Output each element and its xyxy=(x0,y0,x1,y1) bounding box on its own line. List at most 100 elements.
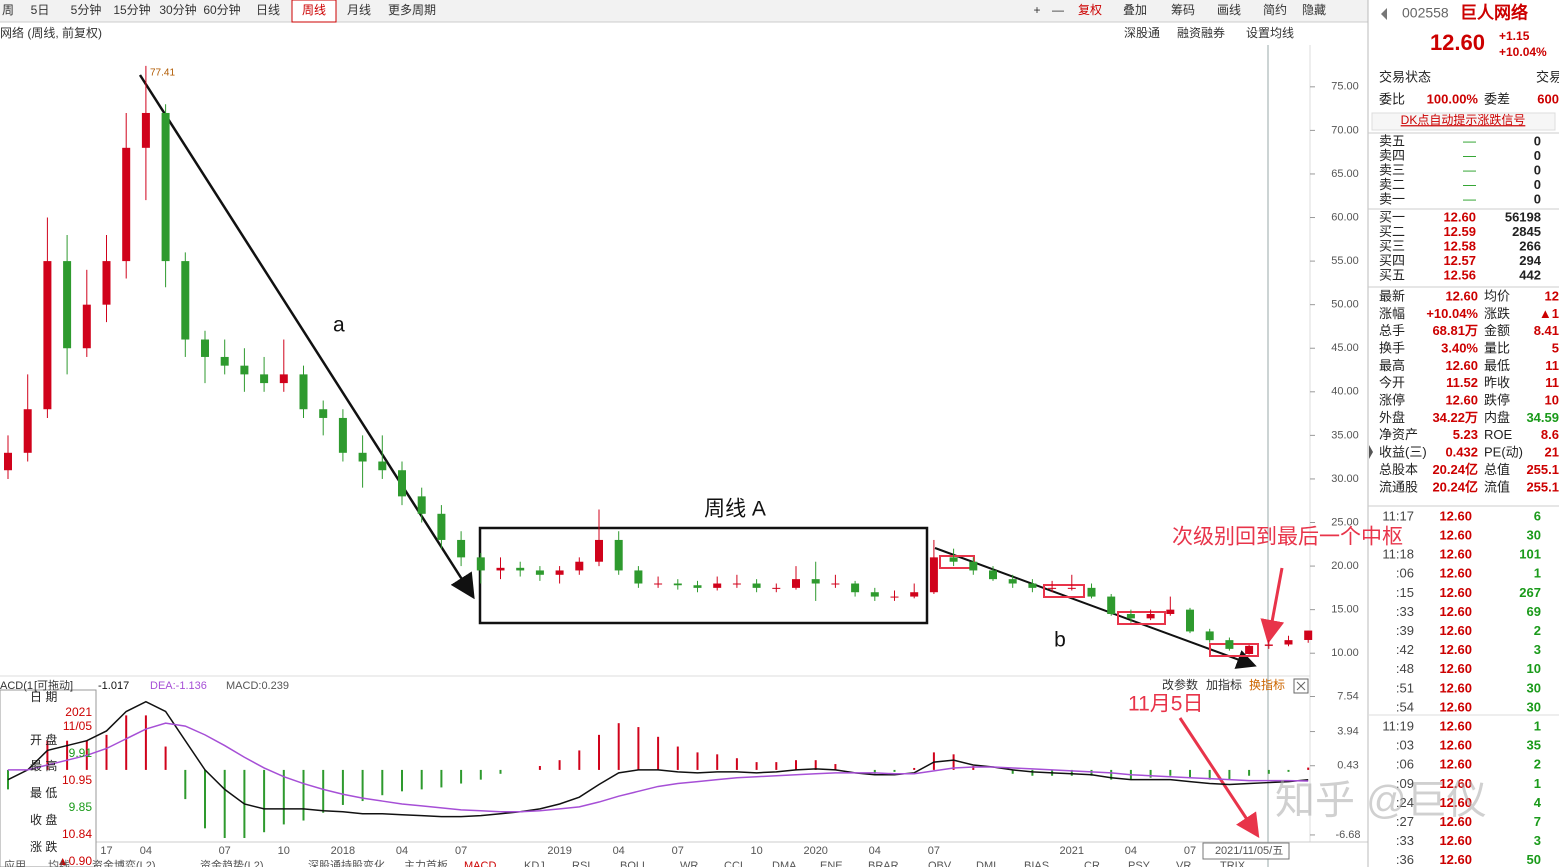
macd-y-tick-label: -6.68 xyxy=(1335,829,1360,841)
stat-value: 34.59 xyxy=(1526,410,1559,425)
toolbar-tab[interactable]: 更多周期 xyxy=(388,3,436,17)
trade-price: 12.60 xyxy=(1439,661,1472,676)
book-volume: 442 xyxy=(1519,267,1541,282)
y-tick-label: 35.00 xyxy=(1331,429,1359,441)
back-icon[interactable] xyxy=(1381,8,1387,20)
bottom-tab[interactable]: WR xyxy=(680,860,698,867)
chart-link[interactable]: 融资融券 xyxy=(1177,25,1225,40)
bottom-tab[interactable]: 应用 xyxy=(4,858,26,867)
toolbar-tab[interactable]: 5日 xyxy=(31,3,50,17)
book-price: 12.57 xyxy=(1443,253,1476,268)
toolbar-tab[interactable]: 周 xyxy=(2,3,14,17)
bottom-tab[interactable]: VR xyxy=(1176,860,1191,867)
toolbar-tab[interactable]: 周线 xyxy=(302,3,326,17)
signal-link[interactable]: DK点自动提示涨跌信号 xyxy=(1401,112,1526,127)
y-tick-label: 60.00 xyxy=(1331,211,1359,223)
bottom-tab[interactable]: OBV xyxy=(928,860,952,867)
toolbar-button[interactable]: 隐藏 xyxy=(1302,3,1326,17)
stat-value: 12.60 xyxy=(1445,393,1478,408)
stat-label: 总手 xyxy=(1379,323,1405,338)
trade-time: :24 xyxy=(1396,795,1414,810)
bottom-tab[interactable]: DMA xyxy=(772,860,797,867)
toolbar-button[interactable]: 简约 xyxy=(1263,2,1287,17)
macd-button[interactable]: 换指标 xyxy=(1249,677,1285,692)
book-label: 卖五 xyxy=(1379,133,1405,148)
trade-time: :36 xyxy=(1396,852,1414,867)
macd-button[interactable]: 改参数 xyxy=(1162,677,1198,692)
book-volume: 56198 xyxy=(1505,209,1541,224)
chart-link[interactable]: 设置均线 xyxy=(1246,26,1294,40)
stat-value: 12.60 xyxy=(1445,358,1478,373)
bottom-tab[interactable]: PSY xyxy=(1128,860,1151,867)
candle-body xyxy=(1166,609,1175,615)
toolbar-button[interactable]: 复权 xyxy=(1078,3,1102,17)
quote-panel xyxy=(1368,0,1559,867)
x-tick-label: 04 xyxy=(869,845,881,857)
candle-body xyxy=(693,585,702,588)
bottom-tab[interactable]: CCI xyxy=(724,860,743,867)
bottom-tab[interactable]: DMI xyxy=(976,860,996,867)
stat-value: 0.432 xyxy=(1445,445,1478,460)
stat-label: 最新 xyxy=(1379,288,1405,303)
book-price: 12.59 xyxy=(1443,224,1476,239)
toolbar-tab[interactable]: 5分钟 xyxy=(71,2,102,17)
bottom-tab[interactable]: RSI xyxy=(572,860,590,867)
bottom-tab[interactable]: 均线 xyxy=(48,858,70,867)
trade-price: 12.60 xyxy=(1439,833,1472,848)
close-button[interactable] xyxy=(1293,678,1309,694)
trade-volume: 7 xyxy=(1534,814,1541,829)
candle-body xyxy=(279,374,288,384)
x-tick-label: 07 xyxy=(928,845,940,857)
trade-time: :54 xyxy=(1396,699,1414,714)
toolbar-button[interactable]: 画线 xyxy=(1217,3,1241,17)
bottom-tab[interactable]: KDJ xyxy=(524,860,545,867)
bottom-tab[interactable]: 深股通持股变化 xyxy=(308,858,385,867)
candle-body xyxy=(516,567,525,571)
candle-body xyxy=(575,561,584,571)
toolbar-tab[interactable]: 日线 xyxy=(256,3,280,17)
trade-volume: 30 xyxy=(1527,699,1541,714)
bottom-tab[interactable]: CR xyxy=(1084,860,1100,867)
stat-label: 外盘 xyxy=(1379,410,1405,425)
bottom-tab[interactable]: TRIX xyxy=(1220,860,1246,867)
toolbar-tab[interactable]: 月线 xyxy=(347,3,371,17)
stat-label: 跌停 xyxy=(1484,393,1510,408)
toolbar-tab[interactable]: 15分钟 xyxy=(113,2,150,17)
candle-body xyxy=(398,470,406,497)
trade-time: 11:18 xyxy=(1382,547,1414,562)
bottom-tab[interactable]: BRAR xyxy=(868,860,899,867)
toolbar-button[interactable]: 筹码 xyxy=(1171,3,1195,17)
bottom-tab[interactable]: BIAS xyxy=(1024,860,1049,867)
book-label: 买一 xyxy=(1379,209,1405,224)
bottom-tab[interactable]: 主力首板 xyxy=(404,858,448,867)
trade-time: :15 xyxy=(1396,585,1414,600)
tooltip-label: 收 盘 xyxy=(30,812,57,827)
pivot-box xyxy=(478,526,929,625)
pivot-mark xyxy=(1117,611,1166,625)
toolbar-button[interactable]: 叠加 xyxy=(1123,3,1147,17)
trade-time: :51 xyxy=(1396,680,1414,695)
stat-label: 换手 xyxy=(1379,340,1405,355)
toolbar-tab[interactable]: 30分钟 xyxy=(159,2,196,17)
chart-link[interactable]: 深股通 xyxy=(1124,26,1160,40)
macd-button[interactable]: 加指标 xyxy=(1206,677,1242,692)
collapse-icon[interactable] xyxy=(1369,445,1373,459)
tooltip-label: 最 高 xyxy=(30,758,57,773)
trade-volume: 4 xyxy=(1534,795,1542,810)
bottom-tab[interactable]: ENE xyxy=(820,860,843,867)
dif-line xyxy=(7,700,1309,818)
pivot-mark xyxy=(1209,643,1259,657)
toolbar-button[interactable]: + xyxy=(1033,3,1040,17)
candle-body xyxy=(260,374,269,384)
bottom-tab[interactable]: BOLL xyxy=(620,860,648,867)
bottom-tab[interactable]: 资金趋势(L2) xyxy=(200,858,264,867)
toolbar-tab[interactable]: 60分钟 xyxy=(203,2,240,17)
bottom-tab[interactable]: 资金博弈(L2) xyxy=(92,858,156,867)
trade-price: 12.60 xyxy=(1439,680,1472,695)
bottom-tab[interactable]: MACD xyxy=(464,860,496,867)
trade-price: 12.60 xyxy=(1439,852,1472,867)
book-volume: 0 xyxy=(1534,148,1541,163)
trade-time: :42 xyxy=(1396,642,1414,657)
toolbar-button[interactable]: — xyxy=(1052,3,1064,17)
